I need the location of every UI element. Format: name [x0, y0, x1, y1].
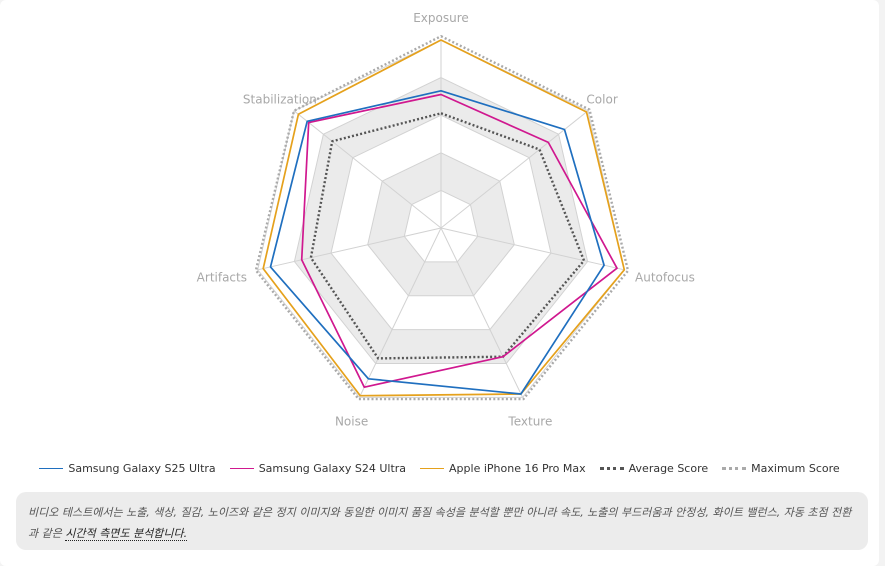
legend-swatch-iphone [420, 467, 445, 469]
axis-label-exposure: Exposure [413, 11, 469, 25]
series-maximum-score [254, 35, 630, 401]
grid-spoke-1 [440, 110, 589, 229]
series-apple-iphone-16-pro-max [262, 39, 626, 397]
legend: Samsung Galaxy S25 Ultra Samsung Galaxy … [0, 460, 879, 476]
axis-label-stabilization: Stabilization [243, 93, 317, 107]
legend-swatch-s24 [229, 467, 254, 469]
series-samsung-galaxy-s25-ultra [269, 89, 605, 395]
legend-swatch-average [599, 466, 624, 470]
legend-label-average: Average Score [628, 461, 709, 475]
note-text: 비디오 테스트에서는 노출, 색상, 질감, 노이즈와 같은 정지 이미지와 동… [28, 506, 852, 540]
legend-item-average[interactable]: Average Score [599, 461, 709, 475]
legend-item-s24[interactable]: Samsung Galaxy S24 Ultra [229, 461, 407, 475]
series-average-score [309, 112, 586, 360]
legend-item-iphone[interactable]: Apple iPhone 16 Pro Max [420, 462, 586, 475]
axis-label-color: Color [586, 93, 617, 107]
legend-swatch-maximum [722, 466, 747, 470]
grid-spoke-5 [257, 227, 442, 271]
legend-item-s25[interactable]: Samsung Galaxy S25 Ultra [39, 461, 216, 475]
axis-label-noise: Noise [335, 415, 368, 429]
radar-chart: Exposure Color Autofocus Texture Noise Artifa… [197, 11, 695, 429]
note-emphasis: 시간적 측면도 분석합니다. [65, 527, 188, 541]
legend-item-maximum[interactable]: Maximum Score [722, 462, 840, 475]
axis-label-texture: Texture [507, 415, 552, 429]
axis-label-artifacts: Artifacts [197, 270, 247, 284]
series-samsung-galaxy-s24-ultra [300, 93, 618, 389]
legend-label-iphone: Apple iPhone 16 Pro Max [449, 461, 586, 475]
legend-label-maximum: Maximum Score [751, 461, 840, 475]
grid-spoke-3 [440, 227, 524, 398]
axis-label-autofocus: Autofocus [635, 270, 695, 284]
grid-spoke-4 [358, 227, 442, 398]
video-test-note: 비디오 테스트에서는 노출, 색상, 질감, 노이즈와 같은 정지 이미지와 동… [16, 492, 868, 550]
legend-swatch-s25 [39, 467, 64, 469]
legend-label-s24: Samsung Galaxy S24 Ultra [258, 461, 407, 475]
legend-label-s25: Samsung Galaxy S25 Ultra [68, 461, 216, 475]
grid-spoke-6 [293, 110, 442, 229]
grid-spoke-2 [440, 227, 625, 271]
